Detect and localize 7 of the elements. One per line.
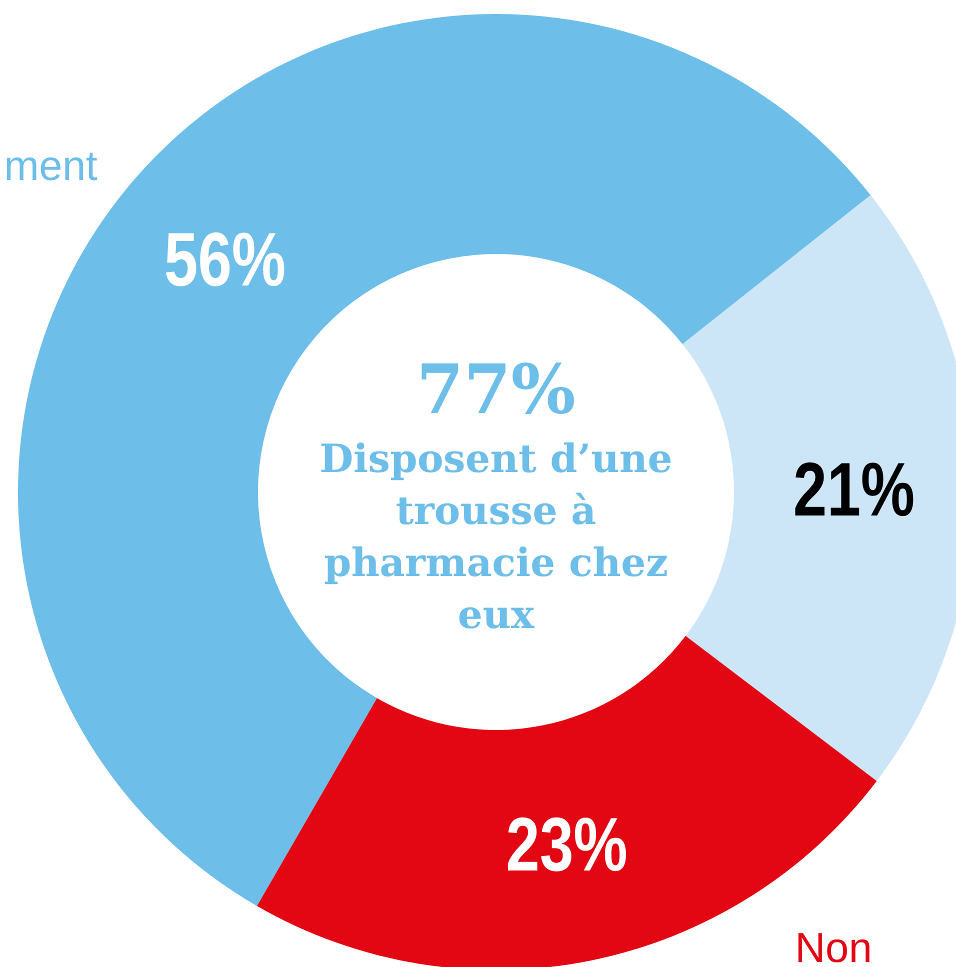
data-label: 21% [793, 447, 915, 532]
data-label: 23% [506, 802, 628, 887]
slice-label: ment [4, 142, 98, 189]
slice-label: Non [795, 924, 872, 967]
text: Disposent d’une trousse à pharmacie chez eux [318, 435, 674, 640]
data-label: 56% [164, 216, 286, 302]
text: 77% [415, 350, 577, 430]
